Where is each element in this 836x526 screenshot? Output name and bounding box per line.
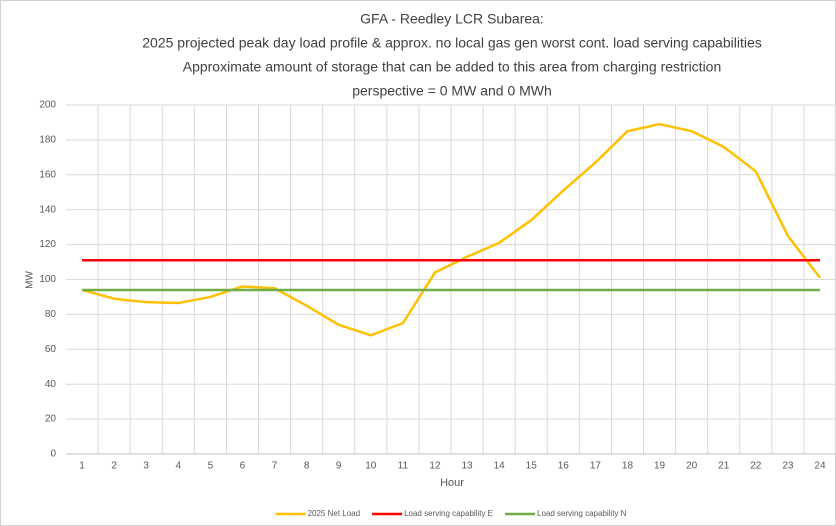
x-tick-label: 4 [176,461,182,472]
x-axis-label: Hour [440,477,464,489]
x-tick-label: 15 [526,461,538,472]
y-tick-label: 60 [45,344,57,355]
y-tick-label: 180 [39,135,56,146]
y-tick-label: 200 [39,100,56,111]
legend-item: Load serving capability N [505,509,627,518]
x-tick-label: 6 [240,461,246,472]
chart-title: 2025 projected peak day load profile & a… [142,35,762,51]
x-tick-label: 17 [590,461,602,472]
x-tick-label: 14 [494,461,506,472]
legend-label: Load serving capability N [537,509,627,518]
x-tick-label: 10 [365,461,377,472]
y-tick-label: 100 [39,274,56,285]
y-tick-label: 20 [45,414,57,425]
x-tick-label: 2 [111,461,117,472]
x-tick-label: 9 [336,461,342,472]
y-tick-label: 160 [39,169,56,180]
x-tick-label: 16 [558,461,570,472]
x-tick-label: 11 [398,461,409,472]
line-series [81,122,821,337]
x-tick-label: 21 [718,461,730,472]
y-tick-label: 80 [45,309,57,320]
y-tick-label: 40 [45,379,57,390]
y-tick-label: 120 [39,239,56,250]
y-axis-label: MW [25,271,36,289]
x-tick-label: 22 [750,461,762,472]
x-tick-label: 3 [143,461,149,472]
chart-title: perspective = 0 MW and 0 MWh [352,83,552,99]
legend-label: Load serving capability E [404,509,493,518]
x-tick-label: 7 [272,461,278,472]
chart-title: Approximate amount of storage that can b… [183,59,722,75]
y-tick-label: 0 [50,449,56,460]
x-tick-label: 20 [686,461,698,472]
x-tick-label: 8 [304,461,310,472]
y-tick-label: 140 [39,204,56,215]
legend-item: Load serving capability E [372,509,493,518]
legend-label: 2025 Net Load [308,509,361,518]
x-tick-label: 12 [429,461,441,472]
x-tick-label: 1 [79,461,85,472]
chart-title: GFA - Reedley LCR Subarea: [360,11,544,27]
x-tick-label: 5 [208,461,214,472]
legend-item: 2025 Net Load [275,509,361,518]
x-tick-label: 19 [654,461,666,472]
x-tick-label: 24 [814,461,826,472]
x-tick-label: 23 [782,461,794,472]
x-tick-label: 13 [461,461,473,472]
x-tick-label: 18 [622,461,634,472]
